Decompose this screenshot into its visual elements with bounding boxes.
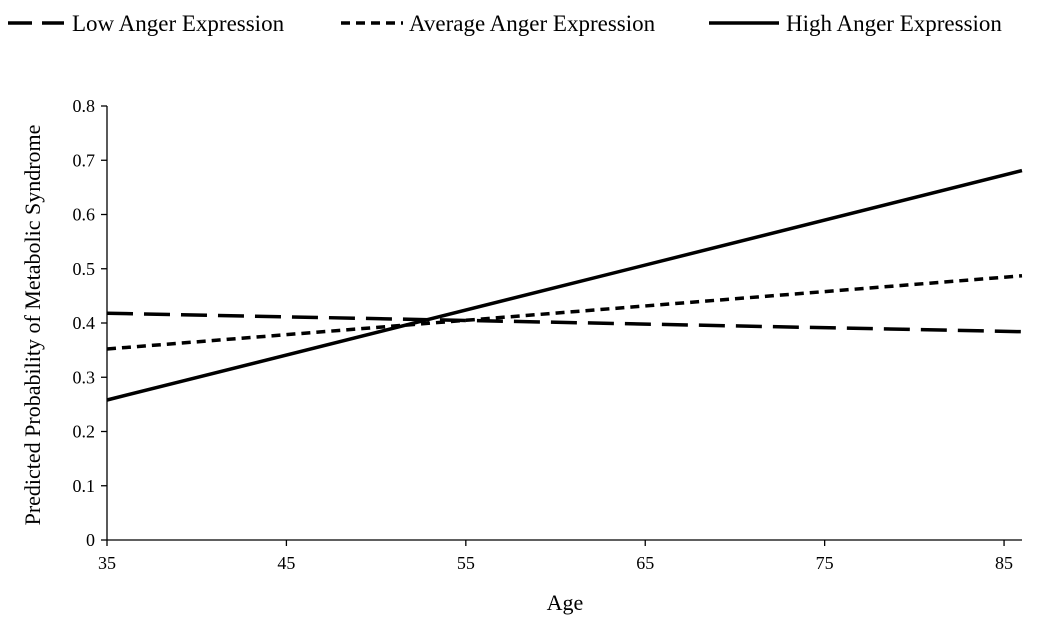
legend-item: Average Anger Expression bbox=[341, 11, 656, 36]
y-tick-label: 0.6 bbox=[73, 205, 96, 225]
y-tick-label: 0.5 bbox=[73, 259, 96, 279]
series-line-low-anger-expression bbox=[106, 311, 1023, 334]
y-tick-label: 0.8 bbox=[73, 96, 96, 116]
x-axis: 35 45 55 65 75 85 bbox=[98, 539, 1022, 573]
x-tick-label: 85 bbox=[995, 553, 1013, 573]
legend-item: High Anger Expression bbox=[709, 11, 1002, 36]
y-tick-label: 0.7 bbox=[73, 150, 96, 170]
legend-label: Average Anger Expression bbox=[409, 11, 656, 36]
y-tick-label: 0.3 bbox=[73, 367, 96, 387]
legend-label: Low Anger Expression bbox=[72, 11, 285, 36]
y-axis: 0 0.1 0.2 0.3 0.4 0.5 0.6 0.7 0.8 bbox=[73, 96, 108, 550]
legend-label: High Anger Expression bbox=[786, 11, 1002, 36]
series-lines bbox=[106, 168, 1023, 402]
y-axis-title: Predicted Probability of Metabolic Syndr… bbox=[20, 125, 45, 526]
x-tick-label: 55 bbox=[457, 553, 475, 573]
y-tick-label: 0.2 bbox=[73, 422, 96, 442]
series-line-high-anger-expression bbox=[106, 168, 1023, 402]
plot-area: 0 0.1 0.2 0.3 0.4 0.5 0.6 0.7 0.8 35 45 55 65 75 85 bbox=[73, 96, 1023, 573]
y-tick-label: 0.4 bbox=[73, 313, 96, 333]
y-tick-label: 0.1 bbox=[73, 476, 96, 496]
legend-item: Low Anger Expression bbox=[8, 11, 285, 36]
y-tick-label: 0 bbox=[86, 530, 95, 550]
legend: Low Anger Expression Average Anger Expres… bbox=[8, 11, 1002, 36]
x-tick-label: 65 bbox=[636, 553, 654, 573]
x-tick-label: 75 bbox=[816, 553, 834, 573]
x-tick-label: 45 bbox=[277, 553, 295, 573]
series-line-average-anger-expression bbox=[106, 274, 1023, 351]
x-tick-label: 35 bbox=[98, 553, 116, 573]
x-axis-title: Age bbox=[547, 590, 584, 615]
